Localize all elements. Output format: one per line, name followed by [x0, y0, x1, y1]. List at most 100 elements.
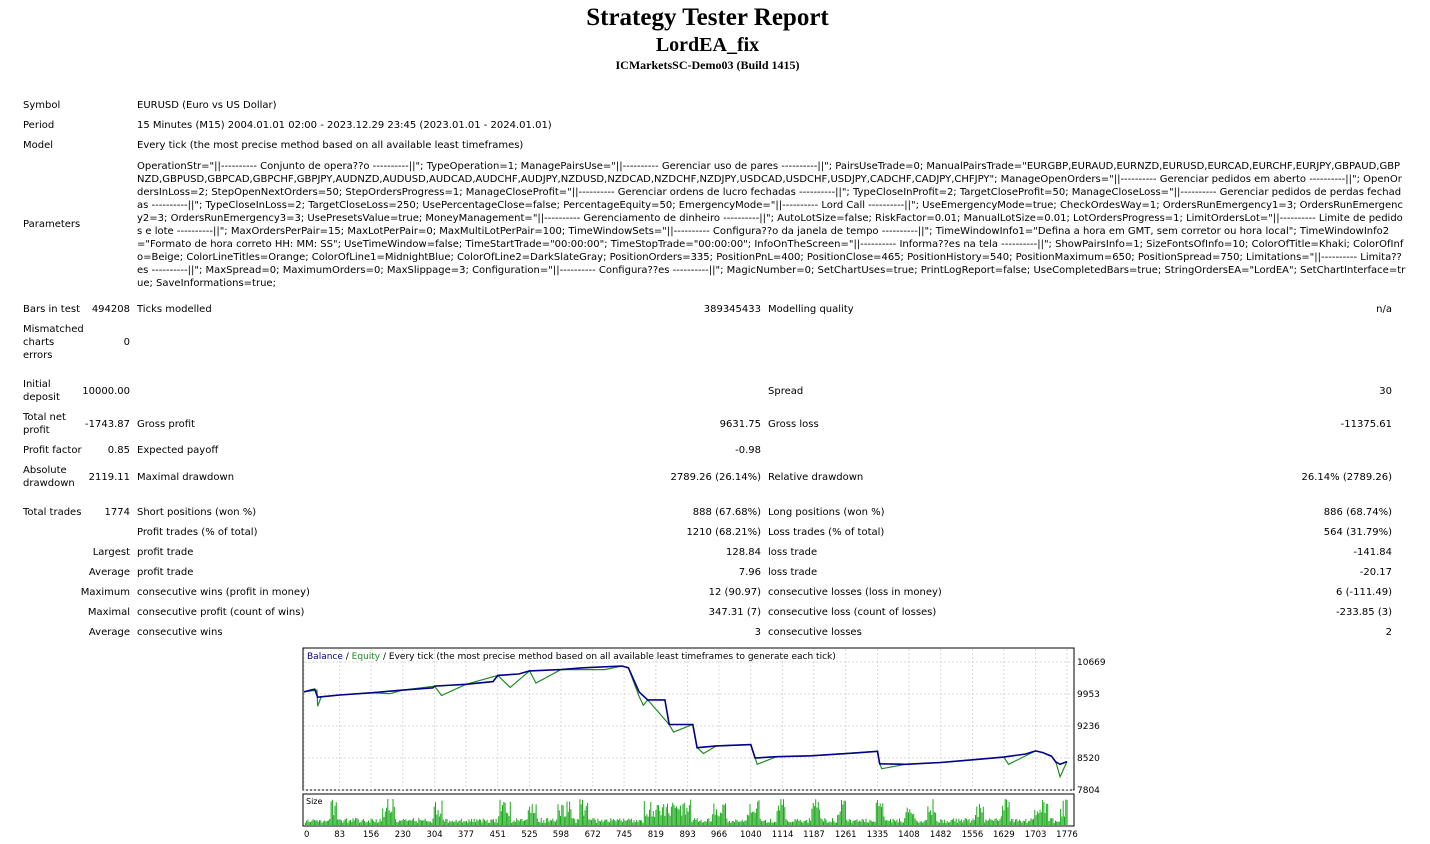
pf-value: 0.85	[107, 445, 130, 456]
size-bar	[509, 801, 511, 825]
size-bar	[1024, 821, 1025, 825]
grossprofit-value: 9631.75	[719, 419, 761, 430]
size-bar	[853, 820, 855, 825]
maximal-label: Maximal	[87, 607, 130, 618]
size-bar	[841, 800, 842, 825]
size-bar	[749, 804, 751, 825]
size-bar	[655, 809, 657, 825]
size-bar	[377, 822, 378, 825]
size-bar	[618, 820, 619, 825]
size-bar	[441, 800, 443, 825]
size-bar	[911, 814, 913, 825]
size-bar	[308, 822, 310, 825]
size-bar	[525, 820, 527, 825]
size-bar	[612, 818, 614, 825]
size-bar	[333, 815, 335, 825]
x-tick-label: 1629	[993, 830, 1015, 840]
size-bar	[844, 800, 846, 825]
size-bar	[601, 819, 603, 825]
size-bar	[945, 822, 947, 825]
size-bar	[533, 813, 534, 825]
loss-trades-label: Loss trades (% of total)	[768, 527, 885, 538]
size-bar	[475, 822, 476, 825]
size-bar	[343, 820, 345, 825]
size-bar	[703, 822, 705, 825]
size-bar	[500, 811, 502, 825]
size-bar	[1058, 821, 1060, 825]
size-bar	[904, 818, 906, 825]
size-bar	[1048, 821, 1050, 825]
size-bar	[739, 821, 741, 825]
size-bar	[727, 821, 729, 825]
size-bar	[895, 821, 897, 825]
size-bar	[356, 818, 358, 825]
size-bar	[1013, 822, 1015, 825]
x-tick-label: 1703	[1025, 830, 1047, 840]
size-bar	[1060, 809, 1062, 825]
size-bar	[499, 799, 501, 825]
size-bar	[864, 822, 866, 825]
size-bar	[502, 805, 503, 825]
size-bar	[347, 822, 349, 825]
size-bar	[922, 822, 924, 825]
period-label: Period	[23, 120, 55, 131]
size-bar	[1036, 811, 1038, 825]
size-bar	[972, 818, 974, 825]
size-bar	[527, 810, 529, 825]
size-bar	[331, 799, 333, 825]
size-bar	[460, 818, 462, 825]
size-bar	[625, 820, 627, 825]
size-bar	[370, 818, 372, 825]
size-bar	[966, 818, 967, 825]
size-bar	[543, 820, 545, 825]
x-tick-label: 819	[648, 830, 664, 840]
size-bar	[350, 820, 351, 825]
size-bar	[905, 812, 907, 825]
size-bar	[382, 808, 384, 825]
size-bar	[427, 821, 429, 825]
size-bar	[401, 820, 403, 825]
size-bar	[454, 821, 456, 825]
size-bar	[914, 818, 916, 825]
size-bar	[735, 819, 737, 825]
series-lines	[303, 665, 1068, 779]
size-bar	[920, 821, 922, 825]
mismatch-value: 0	[123, 337, 130, 348]
size-bar	[1018, 819, 1020, 825]
size-bar	[927, 806, 929, 825]
size-bar	[835, 822, 837, 825]
size-bar	[571, 818, 573, 825]
profit-trades-label: Profit trades (% of total)	[137, 527, 258, 538]
size-bar	[1006, 799, 1007, 825]
size-bar	[815, 799, 817, 825]
size-bar	[929, 810, 931, 825]
average-loss-value: -20.17	[1359, 567, 1392, 578]
size-bar	[784, 807, 786, 825]
size-bar	[551, 820, 552, 825]
largest-loss-label: loss trade	[768, 547, 818, 558]
size-bar	[918, 822, 920, 825]
size-bar	[383, 816, 385, 825]
size-bar	[498, 816, 500, 825]
size-bar	[495, 818, 497, 825]
size-bar	[940, 819, 942, 825]
size-bar	[514, 822, 516, 825]
size-bar	[410, 820, 412, 825]
size-bar	[877, 800, 879, 825]
size-bar	[1027, 821, 1029, 825]
size-bar	[658, 805, 659, 825]
size-bar	[899, 818, 900, 825]
size-bar	[346, 818, 348, 825]
maxdd-value: 2789.26 (26.14%)	[670, 472, 761, 483]
size-bar	[919, 821, 921, 825]
balance-line	[303, 665, 1068, 766]
size-bar	[794, 818, 796, 825]
size-bar	[558, 810, 560, 825]
size-bar	[335, 802, 337, 825]
size-bar	[602, 821, 604, 825]
size-bar	[405, 819, 407, 825]
size-bar	[451, 820, 453, 825]
size-bar	[435, 801, 436, 825]
size-bar	[763, 820, 765, 825]
size-bar	[953, 818, 955, 825]
